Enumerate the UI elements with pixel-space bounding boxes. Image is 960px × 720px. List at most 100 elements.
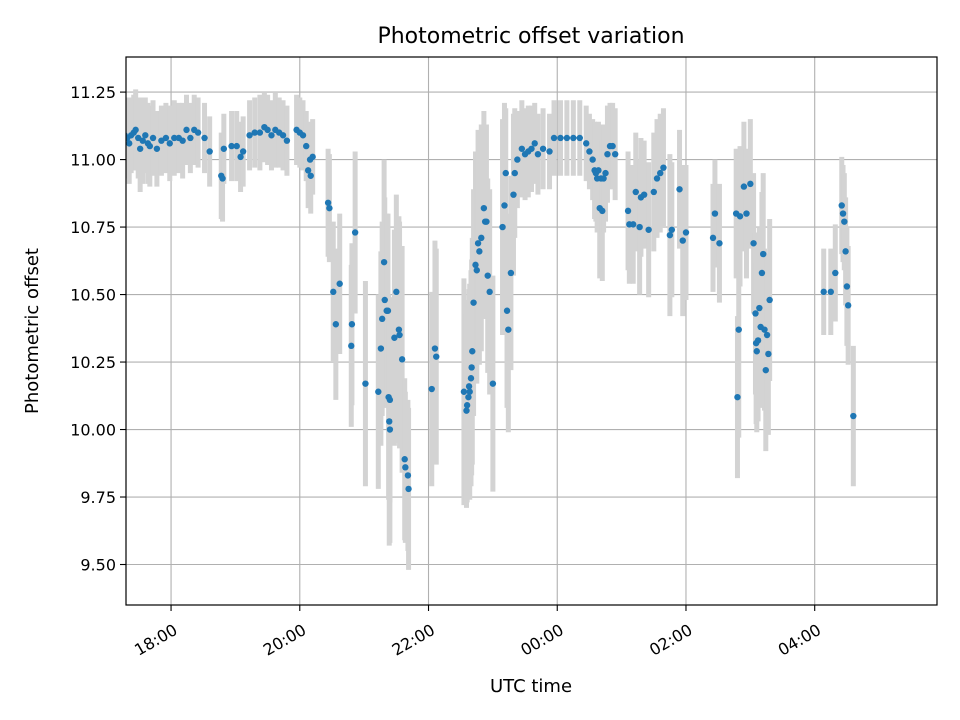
data-point — [386, 396, 394, 404]
data-point — [752, 310, 759, 317]
data-point — [466, 388, 473, 395]
data-point — [839, 210, 847, 217]
data-point — [484, 272, 491, 279]
data-point — [480, 204, 488, 212]
data-point — [528, 145, 535, 152]
data-point — [336, 280, 343, 287]
data-point — [624, 207, 632, 215]
data-point — [465, 383, 473, 390]
data-point — [636, 223, 643, 231]
data-point — [709, 234, 717, 242]
grid — [126, 57, 937, 605]
data-point — [268, 132, 275, 139]
data-point — [299, 132, 307, 139]
data-point — [762, 366, 769, 374]
data-point — [362, 380, 369, 387]
data-point — [660, 164, 667, 171]
data-point — [433, 353, 440, 360]
data-point — [843, 283, 851, 290]
data-point — [600, 175, 607, 182]
chart-title: Photometric offset variation — [377, 24, 684, 49]
data-point — [237, 153, 244, 161]
data-point — [827, 288, 834, 296]
data-point — [760, 250, 767, 258]
data-point — [518, 145, 526, 152]
data-point — [330, 288, 337, 296]
data-point — [820, 288, 827, 296]
data-point — [183, 126, 190, 134]
data-point — [187, 134, 194, 142]
data-point — [682, 229, 690, 236]
data-point — [761, 326, 768, 333]
data-point — [377, 345, 385, 352]
data-point — [832, 269, 839, 277]
data-point — [765, 350, 772, 358]
data-point — [149, 134, 157, 142]
y-tick-label: 9.50 — [80, 556, 116, 575]
data-point — [395, 326, 403, 333]
data-point — [507, 269, 515, 277]
data-point — [758, 269, 766, 277]
data-point — [402, 464, 409, 471]
data-point — [219, 175, 226, 182]
data-point — [483, 218, 490, 225]
data-point — [563, 134, 571, 142]
data-point — [351, 229, 359, 236]
data-point — [679, 237, 686, 244]
data-point — [348, 321, 356, 328]
data-point — [645, 226, 652, 233]
data-point — [326, 204, 333, 212]
data-point — [550, 134, 558, 142]
x-axis-label: UTC time — [490, 676, 572, 697]
data-point — [428, 385, 435, 393]
data-point — [611, 150, 619, 158]
data-point — [756, 304, 763, 312]
data-point — [650, 188, 657, 196]
data-point — [396, 331, 403, 339]
data-point — [468, 364, 475, 371]
data-point — [838, 202, 845, 209]
data-point — [736, 213, 744, 220]
data-point — [735, 326, 742, 333]
data-point — [179, 137, 186, 144]
y-tick-label: 10.50 — [70, 286, 116, 305]
data-point — [586, 148, 593, 155]
data-point — [511, 169, 518, 177]
data-point — [486, 288, 493, 296]
y-tick-label: 10.00 — [70, 421, 116, 440]
data-point — [489, 380, 497, 387]
data-point — [465, 393, 472, 401]
data-point — [251, 129, 258, 136]
y-tick-label: 9.75 — [80, 488, 116, 507]
data-point — [499, 223, 506, 231]
data-point — [246, 132, 253, 139]
data-point — [324, 199, 332, 206]
data-point — [711, 210, 719, 217]
data-point — [589, 156, 596, 163]
data-point — [502, 169, 509, 177]
data-point — [474, 240, 482, 247]
data-point — [599, 207, 606, 215]
data-point — [844, 302, 852, 309]
data-point — [570, 134, 577, 142]
data-point — [460, 388, 468, 395]
data-point — [304, 167, 312, 174]
data-point — [162, 134, 170, 142]
data-point — [307, 172, 314, 179]
data-point — [469, 348, 476, 355]
data-point — [753, 348, 760, 355]
data-point — [505, 326, 512, 333]
data-point — [716, 240, 723, 247]
data-point — [404, 472, 412, 479]
data-point — [332, 321, 340, 328]
data-point — [842, 248, 849, 255]
data-point — [381, 296, 388, 304]
data-point — [478, 234, 485, 242]
data-point — [595, 167, 602, 174]
data-point — [531, 140, 538, 147]
y-axis-label: Photometric offset — [22, 248, 43, 414]
data-point — [534, 150, 542, 158]
data-point — [264, 126, 271, 134]
data-point — [463, 407, 470, 414]
